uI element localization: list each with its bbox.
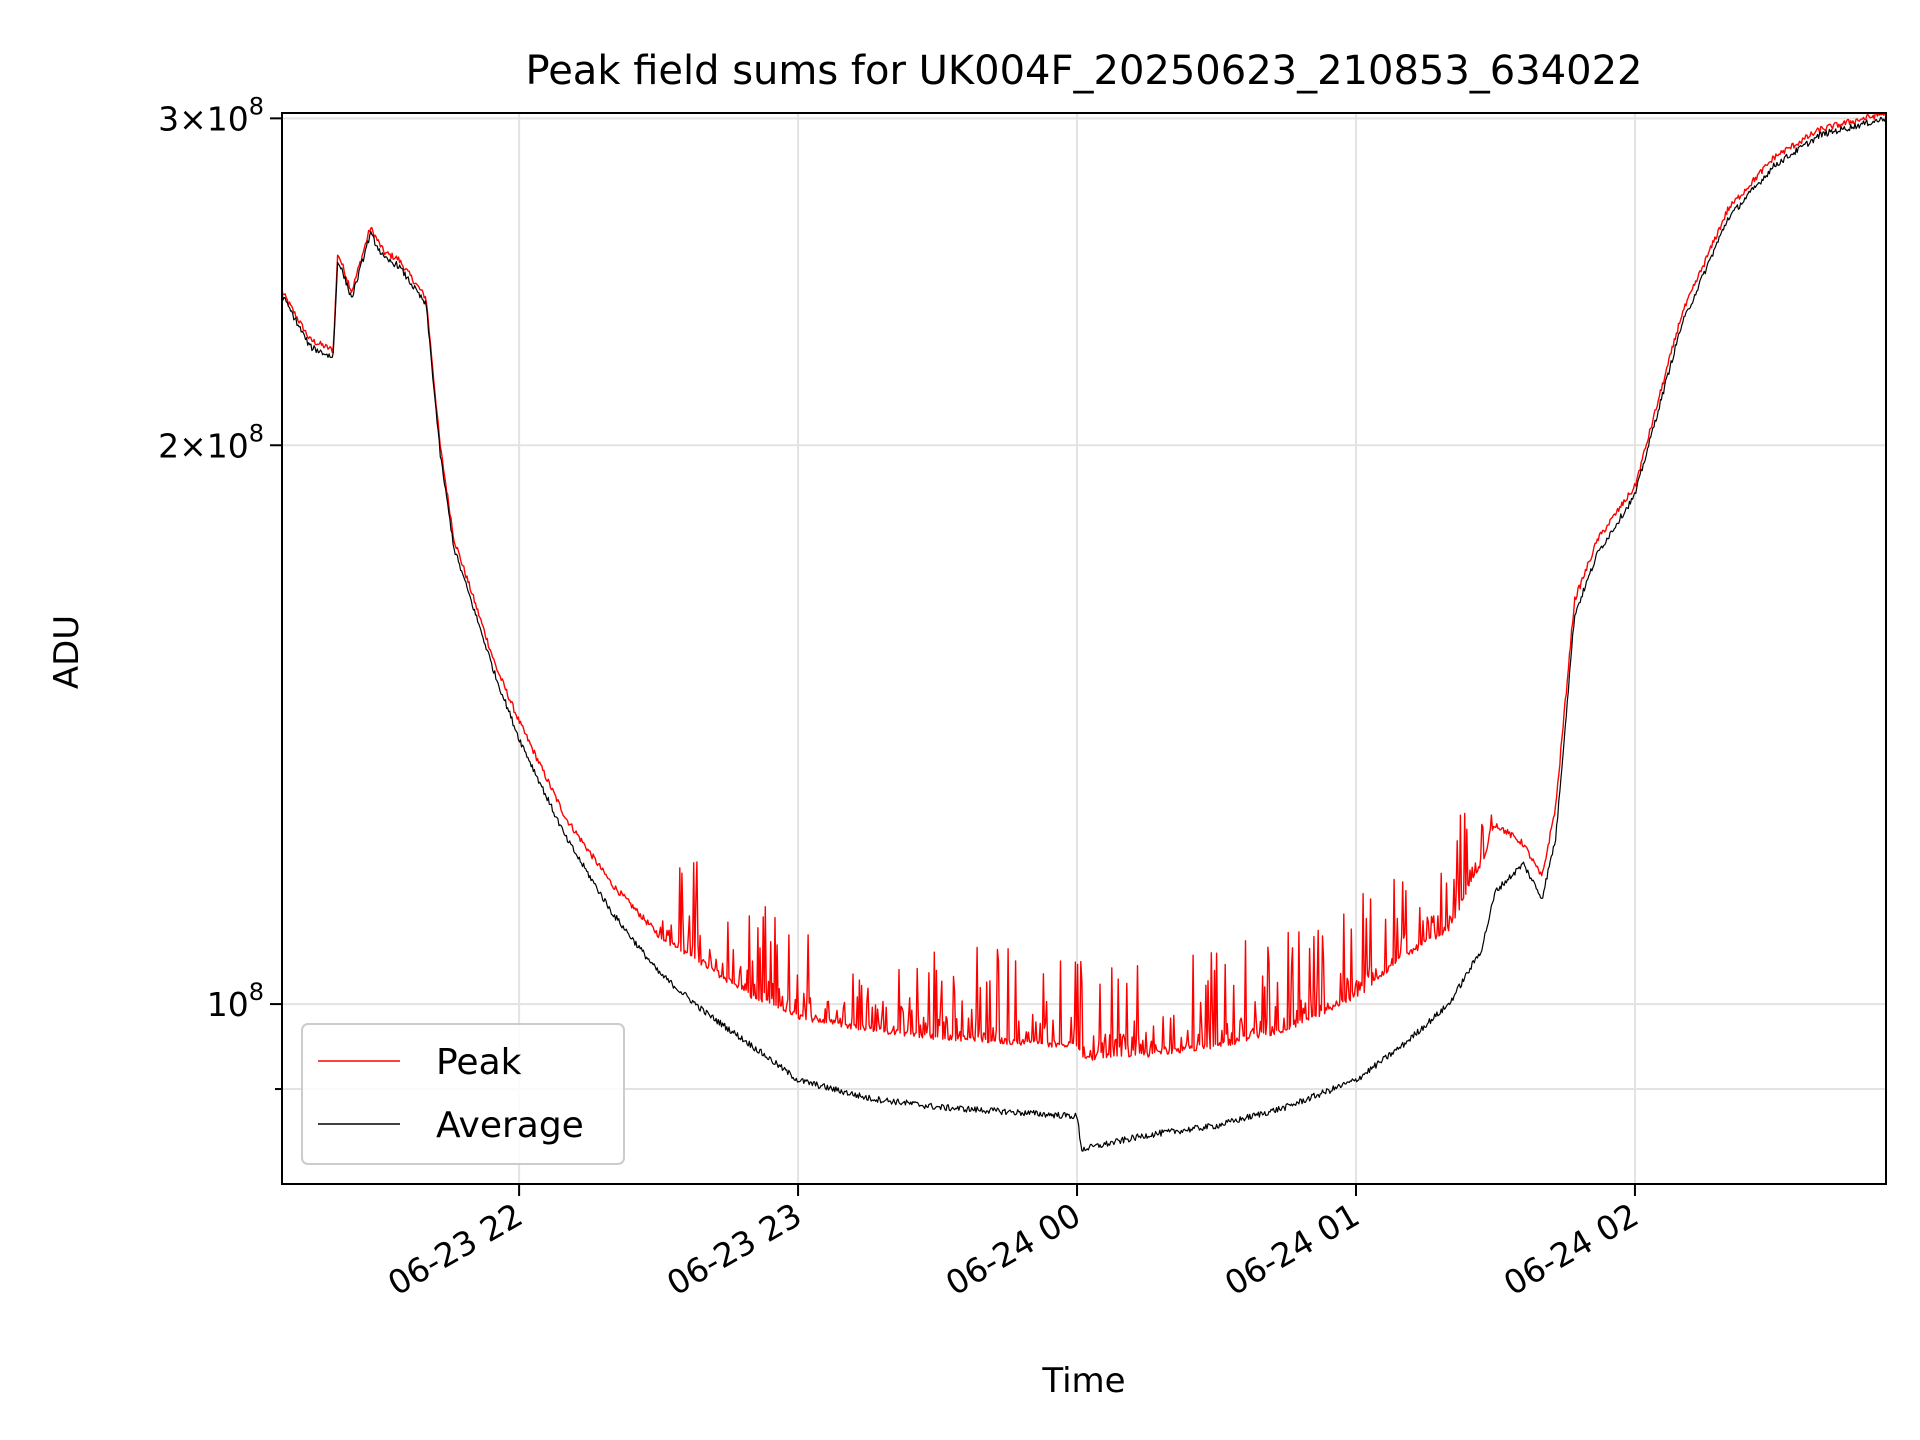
y-tick-label: 3×108 (158, 92, 264, 138)
y-tick-times: × (179, 426, 207, 465)
y-tick-base: 10 (207, 985, 249, 1024)
y-tick-base: 10 (207, 99, 249, 138)
y-tick-mantissa: 3 (158, 99, 179, 138)
y-tick-label: 2×108 (158, 419, 264, 465)
chart-title: Peak field sums for UK004F_20250623_2108… (526, 48, 1643, 94)
legend-label-peak: Peak (436, 1042, 522, 1083)
y-tick-exponent: 8 (249, 419, 264, 447)
x-axis-label: Time (1041, 1361, 1125, 1401)
legend: Peak Average (301, 1023, 625, 1165)
series-line-peak (281, 112, 1887, 1061)
y-tick-exponent: 8 (249, 978, 264, 1006)
y-tick-mantissa: 2 (158, 426, 179, 465)
y-tick-times: × (179, 99, 207, 138)
legend-box (301, 1023, 625, 1165)
y-tick-label: 108 (207, 978, 264, 1024)
series-line-average (281, 116, 1887, 1152)
y-tick-base: 10 (207, 426, 249, 465)
plot-area (281, 112, 1887, 1152)
legend-label-average: Average (436, 1105, 584, 1146)
y-tick-exponent: 8 (249, 92, 264, 120)
y-axis-label: ADU (47, 615, 87, 689)
axes-frame (281, 112, 1887, 1185)
